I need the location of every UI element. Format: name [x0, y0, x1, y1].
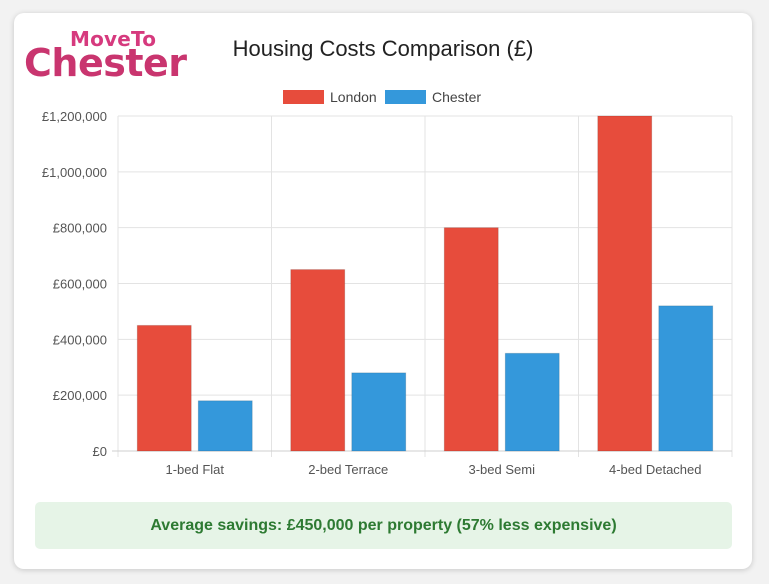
bar-london-2-bed-terrace[interactable]	[290, 269, 346, 452]
x-axis: 1-bed Flat 2-bed Terrace 3-bed Semi 4-bed D…	[165, 462, 701, 477]
bar-london-1-bed-flat[interactable]	[136, 324, 192, 452]
y-tick-label: £1,000,000	[42, 165, 107, 180]
logo-line2: Chester	[24, 41, 187, 85]
x-tick-label: 1-bed Flat	[165, 462, 224, 477]
y-tick-label: £200,000	[53, 388, 107, 403]
bar-chester-2-bed-terrace[interactable]	[351, 372, 407, 452]
y-axis: £0 £200,000 £400,000 £600,000 £800,000 £1,000…	[42, 109, 107, 459]
x-tick-label: 2-bed Terrace	[308, 462, 388, 477]
x-tick-label: 3-bed Semi	[469, 462, 536, 477]
savings-summary: Average savings: £450,000 per property (…	[35, 502, 732, 549]
housing-bar-chart: Housing Costs Comparison (£) London Chest…	[42, 36, 733, 477]
y-tick-label: £600,000	[53, 277, 107, 292]
y-tick-label: £800,000	[53, 221, 107, 236]
bar-chester-3-bed-semi[interactable]	[504, 352, 560, 452]
x-tick-label: 4-bed Detached	[609, 462, 702, 477]
chart-card: MoveTo Chester Housing Costs Comparison …	[14, 13, 752, 569]
bar-london-4-bed-detached[interactable]	[597, 115, 653, 452]
y-tick-label: £0	[93, 444, 107, 459]
legend-swatch-london[interactable]	[283, 90, 324, 104]
y-tick-label: £400,000	[53, 332, 107, 347]
chart-bars	[136, 115, 714, 452]
legend-label-london[interactable]: London	[330, 89, 377, 105]
moveto-chester-logo: MoveTo Chester	[22, 27, 202, 87]
y-tick-label: £1,200,000	[42, 109, 107, 124]
logo-line1: MoveTo	[70, 27, 157, 51]
chart-title: Housing Costs Comparison (£)	[233, 36, 534, 61]
bar-chester-1-bed-flat[interactable]	[197, 400, 253, 452]
chart-legend: London Chester	[283, 89, 481, 105]
legend-label-chester[interactable]: Chester	[432, 89, 481, 105]
bar-chester-4-bed-detached[interactable]	[658, 305, 714, 452]
bar-london-3-bed-semi[interactable]	[443, 227, 499, 452]
legend-swatch-chester[interactable]	[385, 90, 426, 104]
